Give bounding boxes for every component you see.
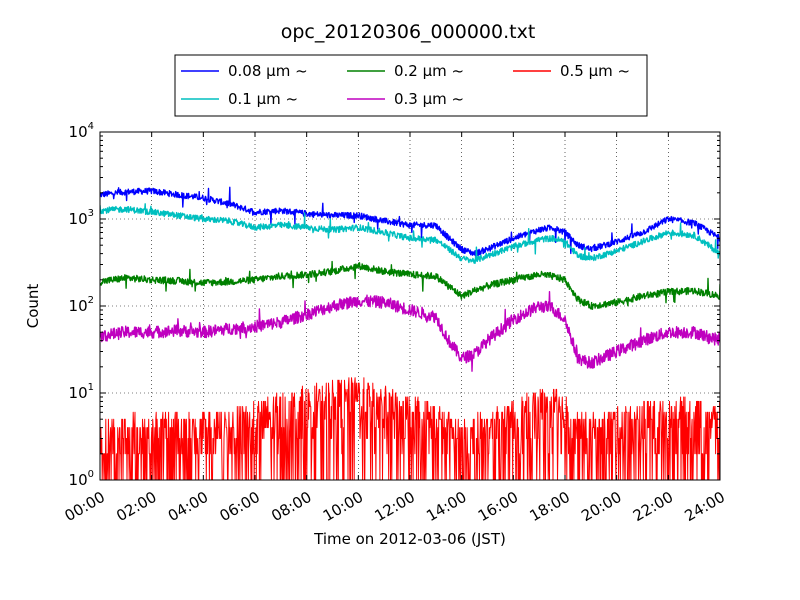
- series-line: [100, 291, 720, 372]
- legend-label: 0.3 μm ~: [394, 90, 464, 108]
- y-tick-label: 101: [69, 382, 94, 402]
- chart-title: opc_20120306_000000.txt: [281, 21, 536, 43]
- y-tick-label: 102: [69, 295, 94, 315]
- legend-box: [174, 54, 648, 117]
- legend-label: 0.2 μm ~: [394, 62, 464, 80]
- series-line: [100, 260, 720, 310]
- y-tick-label: 103: [69, 208, 94, 228]
- series-line: [100, 203, 720, 264]
- legend-label: 0.5 μm ~: [560, 62, 630, 80]
- y-axis-label: Count: [24, 284, 42, 329]
- legend-label: 0.08 μm ~: [228, 62, 308, 80]
- y-tick-label: 104: [69, 121, 94, 141]
- legend-label: 0.1 μm ~: [228, 90, 298, 108]
- x-axis-label: Time on 2012-03-06 (JST): [313, 530, 506, 548]
- series-line: [100, 377, 720, 480]
- series-group: [100, 186, 720, 480]
- legend: 0.08 μm ~ 0.1 μm ~ 0.2 μm ~ 0.3 μm ~ 0.5 μm …: [174, 54, 648, 117]
- series-line: [100, 186, 720, 257]
- y-tick-label: 100: [69, 469, 94, 489]
